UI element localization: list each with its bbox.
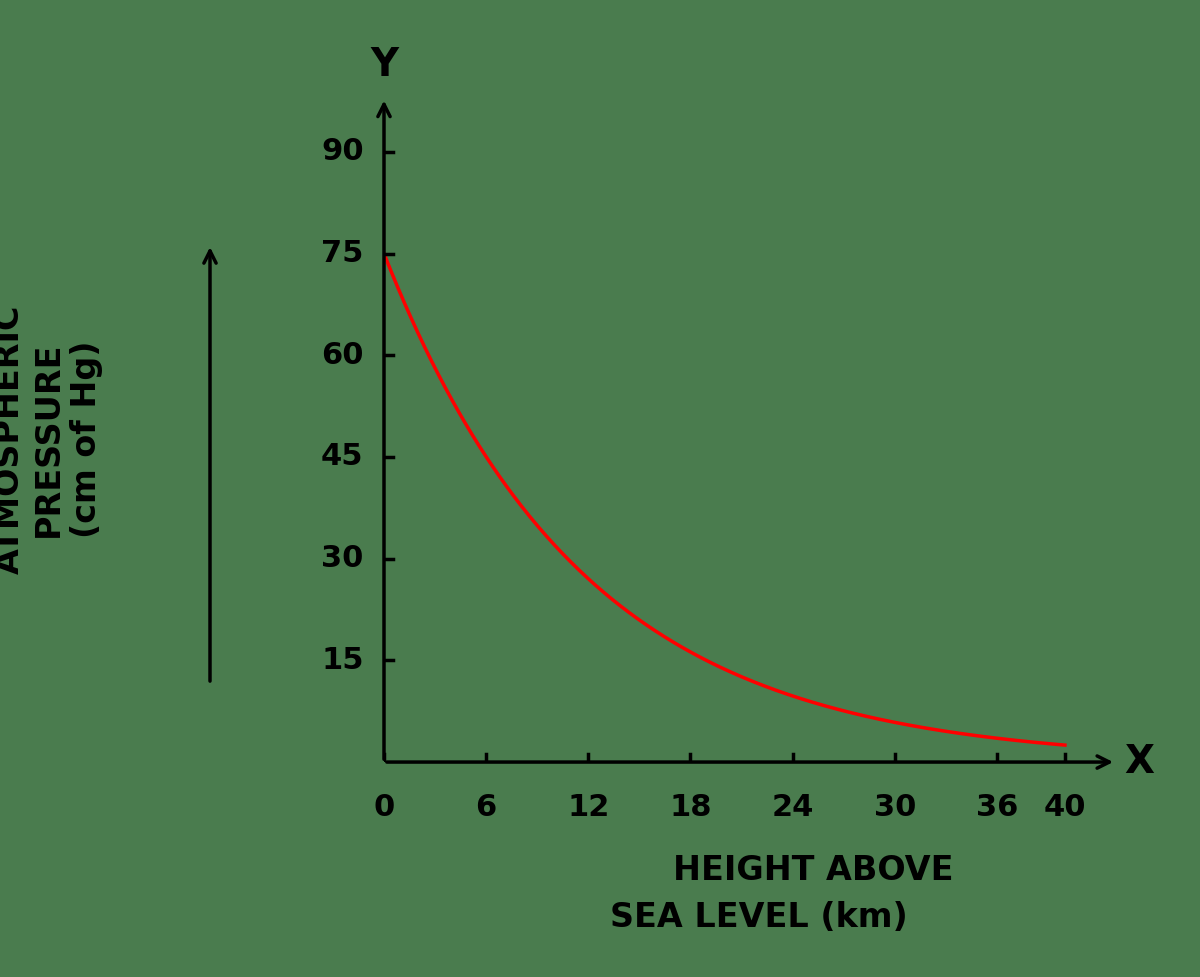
Text: 60: 60 <box>322 341 364 370</box>
Text: 30: 30 <box>322 544 364 573</box>
Text: HEIGHT ABOVE: HEIGHT ABOVE <box>673 854 954 887</box>
Text: 24: 24 <box>772 792 814 822</box>
Text: 15: 15 <box>322 646 364 675</box>
Text: 0: 0 <box>373 792 395 822</box>
Text: 45: 45 <box>322 443 364 472</box>
Text: ATMOSPHERIC
PRESSURE
(cm of Hg): ATMOSPHERIC PRESSURE (cm of Hg) <box>0 305 103 574</box>
Text: Y: Y <box>370 46 398 84</box>
Text: 6: 6 <box>475 792 497 822</box>
Text: SEA LEVEL (km): SEA LEVEL (km) <box>610 902 907 934</box>
Text: 30: 30 <box>874 792 916 822</box>
Text: 36: 36 <box>976 792 1018 822</box>
Text: 18: 18 <box>670 792 712 822</box>
Text: 75: 75 <box>322 239 364 268</box>
Text: X: X <box>1124 743 1154 781</box>
Text: 40: 40 <box>1044 792 1086 822</box>
Text: 12: 12 <box>568 792 610 822</box>
Text: 90: 90 <box>320 138 364 166</box>
